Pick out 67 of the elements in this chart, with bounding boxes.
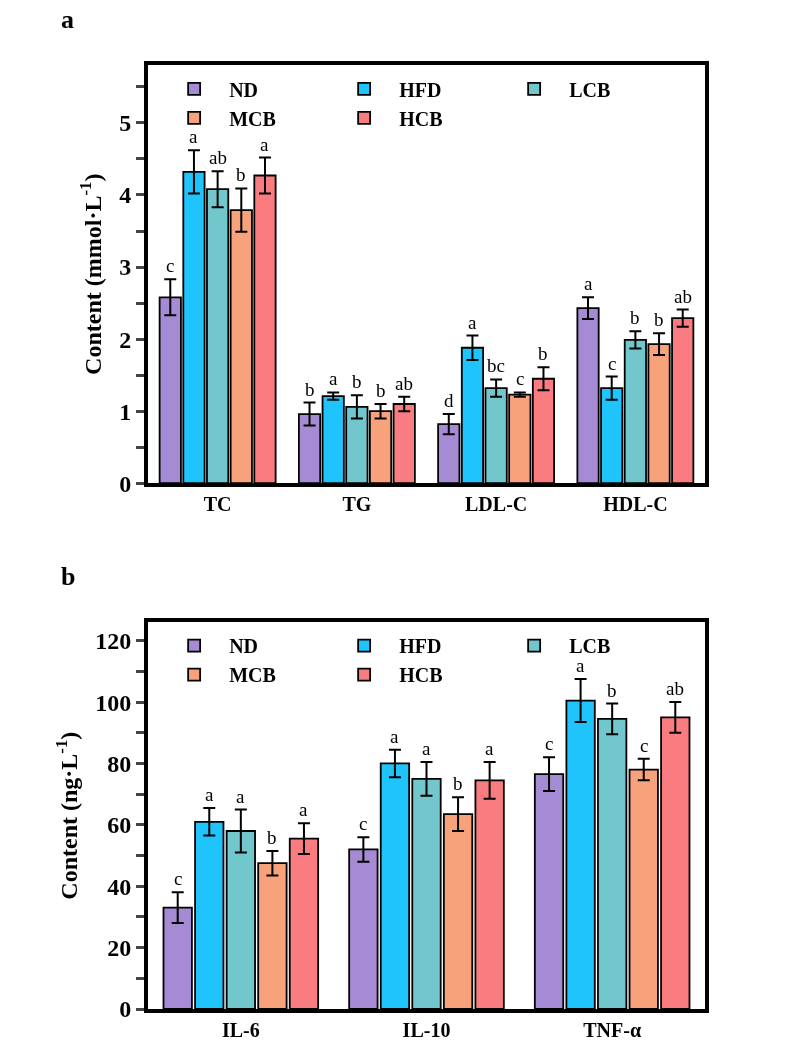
data-label: c [359,813,368,834]
data-label: ab [395,373,413,394]
y-tick-label: 2 [119,326,132,353]
legend-label: HFD [399,635,442,658]
legend-label: HFD [399,78,442,101]
data-label: ab [209,147,227,168]
data-label: b [538,343,548,364]
chart-title: b [61,562,76,591]
legend-label: MCB [229,664,276,687]
y-tick-label: 20 [107,935,132,962]
data-label: b [453,773,463,794]
data-label: c [608,353,617,374]
y-tick-label: 0 [119,470,132,497]
data-label: a [329,368,338,389]
data-label: c [640,735,649,756]
data-label: b [607,680,617,701]
x-tick-label: IL-10 [402,1019,451,1041]
y-tick-label: 3 [119,254,132,281]
data-label: c [174,868,183,889]
chart-title: a [61,5,74,34]
data-label: bc [487,355,505,376]
x-tick-label: HDL-C [603,493,668,516]
data-label: b [267,827,277,848]
y-tick-label: 5 [119,110,132,137]
data-label: a [236,786,245,807]
legend-label: LCB [569,635,611,658]
x-tick-label: TC [203,493,232,516]
legend-label: MCB [229,107,276,130]
y-tick-label: 0 [119,996,132,1023]
data-label: b [376,380,386,401]
data-label: b [352,371,362,392]
y-tick-label: 100 [95,689,132,716]
data-label: a [390,726,399,747]
legend-label: ND [229,635,259,658]
y-tick-label: 1 [119,398,132,425]
data-label: c [545,733,554,754]
data-label: a [260,134,269,155]
data-label: b [236,164,246,185]
data-label: d [444,390,454,411]
data-label: a [189,126,198,147]
data-label: a [485,738,494,759]
y-tick-label: 120 [95,628,132,655]
data-label: a [468,312,477,333]
data-label: a [299,799,308,820]
y-tick-label: 4 [119,182,132,209]
x-tick-label: TG [342,493,372,516]
legend-label: LCB [569,78,611,101]
y-tick-label: 80 [107,750,132,777]
data-label: a [422,738,431,759]
data-label: ab [666,678,684,699]
x-tick-label: IL-6 [221,1019,260,1041]
data-label: b [654,309,664,330]
data-label: ab [674,286,692,307]
y-tick-label: 40 [107,873,132,900]
data-label: b [305,379,315,400]
data-label: a [584,273,593,294]
legend-label: HCB [399,664,443,687]
y-tick-label: 60 [107,812,132,839]
data-label: c [516,368,525,389]
legend-label: ND [229,78,259,101]
data-label: a [205,784,214,805]
x-tick-label: LDL-C [465,493,528,516]
x-tick-label: TNF-α [583,1019,642,1041]
data-label: a [576,655,585,676]
legend-label: HCB [399,107,443,130]
data-label: b [630,307,640,328]
data-label: c [166,255,175,276]
